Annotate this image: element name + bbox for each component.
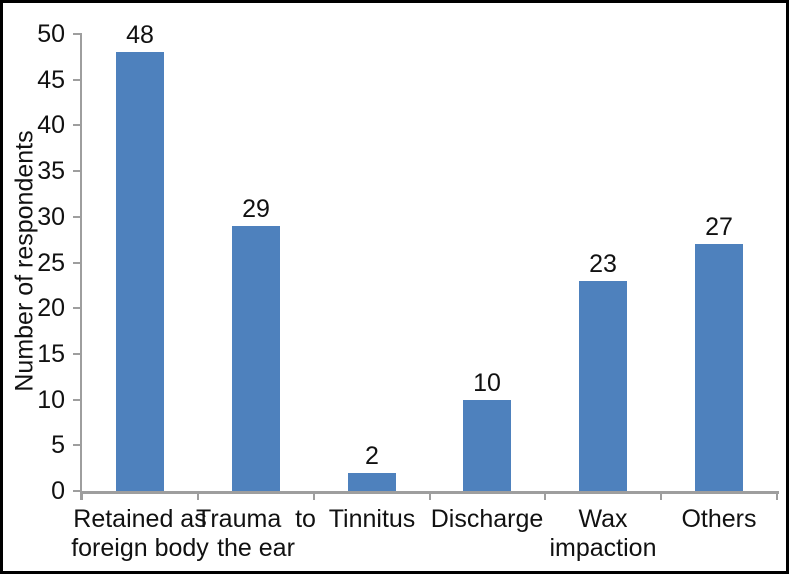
x-axis-line (80, 491, 779, 494)
y-tick-label: 10 (37, 385, 65, 414)
y-tick-mark (73, 170, 80, 173)
y-tick-mark (73, 490, 80, 492)
y-tick-mark (73, 215, 80, 218)
x-category-label: Retained as foreign body (71, 505, 209, 562)
x-tick-mark (776, 494, 778, 500)
y-tick-label: 20 (37, 294, 65, 323)
y-axis-line (80, 33, 82, 500)
plot-area: 0 5 10 15 20 25 30 35 40 45 50 48 Retained as foreig… (3, 3, 786, 571)
y-tick-label: 40 (37, 111, 65, 140)
bar (348, 473, 396, 491)
y-tick-label: 35 (37, 157, 65, 186)
x-tick-mark (544, 494, 547, 500)
x-category-label: Tinnitus (328, 505, 416, 533)
x-category-label: Trauma to the ear (196, 505, 316, 562)
y-tick-label: 15 (37, 339, 65, 368)
y-tick-mark (73, 124, 80, 127)
y-tick-mark (73, 444, 80, 447)
bar (116, 52, 164, 491)
y-tick-mark (73, 261, 80, 264)
bar (232, 226, 280, 491)
bar-value-label: 48 (126, 21, 154, 49)
y-tick-label: 25 (37, 248, 65, 277)
x-tick-mark (81, 494, 83, 500)
bar-value-label: 23 (589, 250, 617, 278)
x-tick-mark (660, 494, 663, 500)
y-tick-label: 5 (51, 431, 65, 460)
x-category-label: Discharge (430, 505, 544, 533)
bar (463, 400, 511, 491)
bar-value-label: 29 (242, 195, 270, 223)
bar-value-label: 27 (705, 213, 733, 241)
y-tick-label: 45 (37, 65, 65, 94)
y-tick-mark (73, 398, 80, 401)
bar (695, 244, 743, 491)
x-tick-mark (196, 494, 199, 500)
y-tick-label: 30 (37, 202, 65, 231)
bar-value-label: 2 (365, 442, 379, 470)
x-tick-mark (312, 494, 315, 500)
x-category-label: Others (681, 505, 757, 533)
y-tick-label: 50 (37, 20, 65, 48)
y-tick-mark (73, 78, 80, 81)
bar (579, 281, 627, 491)
y-tick-mark (73, 352, 80, 355)
x-category-label: Wax impaction (549, 505, 657, 562)
x-tick-mark (428, 494, 431, 500)
bar-value-label: 10 (473, 369, 501, 397)
y-tick-label: 0 (51, 477, 65, 505)
y-tick-mark (73, 307, 80, 310)
y-tick-mark (73, 33, 80, 35)
